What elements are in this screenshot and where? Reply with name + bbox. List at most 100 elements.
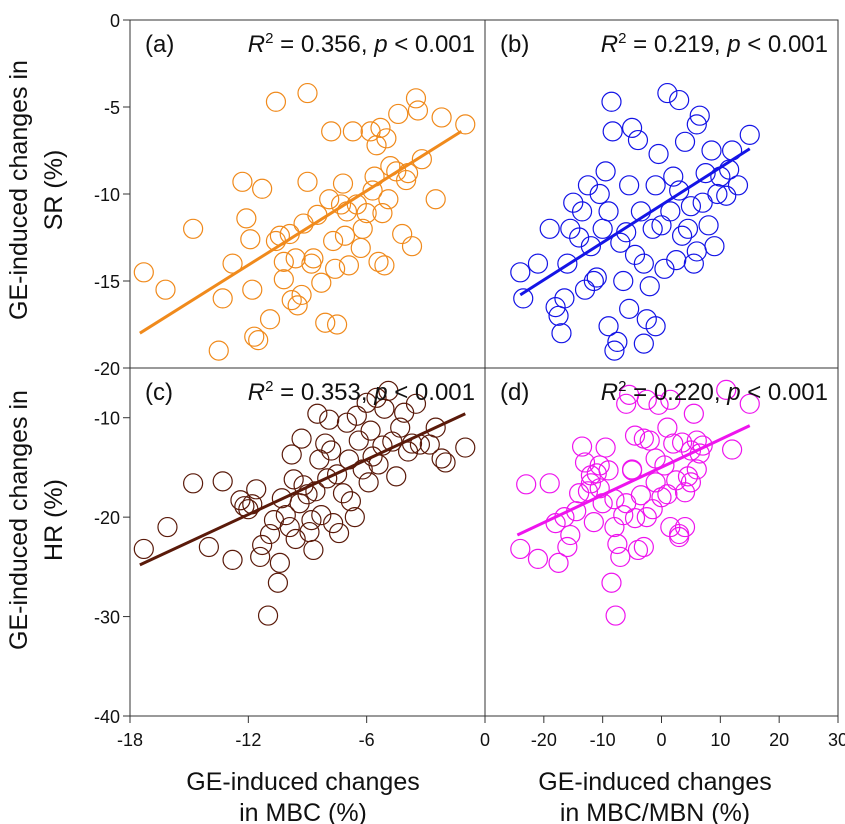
data-point — [332, 173, 354, 194]
data-point — [303, 539, 324, 561]
stats-annotation: R2 = 0.219, p < 0.001 — [601, 30, 828, 58]
data-point — [666, 250, 687, 271]
data-point — [619, 298, 640, 319]
data-point — [513, 288, 534, 309]
x-tick-label: -12 — [235, 730, 261, 750]
data-point — [297, 171, 318, 192]
data-point — [293, 475, 314, 496]
data-point — [669, 180, 690, 201]
panel-3: -20 -10 0 10 20 30 (d) R2 = 0.220, p < 0.001 — [484, 367, 845, 750]
data-point — [405, 393, 427, 414]
data-point — [630, 485, 652, 506]
data-point — [607, 331, 628, 352]
data-point — [601, 91, 622, 112]
data-point — [321, 121, 342, 142]
data-point — [332, 483, 354, 504]
data-point — [252, 178, 273, 199]
data-point — [386, 466, 407, 487]
panel-0: 0 -5 -10 -15 -20 (a) R2 = 0.356, p < 0.001 — [94, 11, 486, 379]
data-point — [645, 316, 666, 337]
x-tick-label: -20 — [531, 730, 557, 750]
data-point — [455, 114, 476, 135]
data-point — [265, 91, 287, 112]
data-point — [663, 433, 684, 454]
data-point — [636, 389, 657, 410]
panel-label: (b) — [500, 31, 529, 58]
data-point — [633, 333, 654, 354]
data-point — [407, 100, 429, 121]
data-point — [651, 487, 672, 508]
data-point — [326, 314, 348, 335]
data-point — [613, 505, 634, 526]
data-point — [554, 288, 575, 309]
data-point — [592, 493, 613, 514]
data-point — [739, 124, 760, 145]
regression-line — [139, 412, 466, 567]
data-point — [589, 183, 610, 205]
data-point — [405, 88, 427, 109]
data-point — [657, 484, 678, 505]
data-point — [539, 473, 560, 494]
x-tick-label: 0 — [656, 730, 666, 750]
data-point — [242, 494, 263, 515]
data-point — [674, 516, 696, 538]
data-point — [338, 255, 360, 276]
data-point — [669, 526, 690, 548]
data-point — [610, 232, 631, 253]
y-tick-label: -10 — [94, 409, 120, 429]
data-point — [244, 326, 265, 347]
data-point — [342, 121, 363, 142]
data-point — [311, 272, 332, 293]
x-axis-title-right-line1: GE-induced changes — [538, 768, 771, 796]
data-point — [692, 435, 713, 456]
data-point — [633, 253, 654, 274]
data-point — [133, 262, 154, 283]
data-point — [686, 459, 707, 480]
y-tick-label: -20 — [94, 508, 120, 528]
data-point — [236, 208, 257, 229]
data-point — [297, 82, 318, 104]
data-point — [325, 258, 346, 279]
x-tick-label: -10 — [590, 730, 616, 750]
data-point — [560, 218, 581, 239]
data-point — [689, 105, 710, 126]
data-point — [592, 218, 613, 239]
y-tick-label: -20 — [94, 359, 120, 379]
y-tick-label: -30 — [94, 608, 120, 628]
data-point — [336, 201, 358, 222]
data-point — [267, 572, 289, 593]
data-point — [605, 605, 626, 626]
y-tick-label: -10 — [94, 185, 120, 205]
data-point — [273, 251, 294, 272]
data-point — [269, 552, 290, 573]
data-point — [328, 522, 350, 544]
data-point — [574, 452, 596, 473]
data-point — [323, 230, 344, 252]
data-point — [307, 204, 328, 225]
data-point — [396, 169, 417, 191]
x-axis-title-right-line2: in MBC/MBN (%) — [560, 799, 750, 824]
data-point — [352, 459, 373, 480]
data-point — [372, 203, 393, 224]
data-point — [627, 539, 649, 561]
data-point — [378, 380, 399, 401]
data-point — [212, 471, 233, 492]
data-point — [356, 203, 377, 224]
panel-frame — [484, 19, 839, 369]
data-point — [301, 510, 322, 531]
data-point — [248, 330, 269, 351]
y-axis-title-bottom-line1: GE-induced changes in — [5, 390, 33, 650]
data-point — [660, 389, 681, 410]
data-point — [642, 218, 663, 239]
data-point — [279, 223, 300, 245]
data-point — [315, 433, 336, 454]
data-point — [368, 251, 389, 272]
data-point — [242, 279, 263, 300]
data-point — [604, 516, 625, 538]
data-point — [527, 548, 549, 570]
data-point — [598, 201, 619, 222]
data-point — [607, 533, 628, 555]
data-point — [366, 387, 387, 408]
data-point — [348, 430, 369, 451]
x-tick-label: 20 — [769, 730, 789, 750]
